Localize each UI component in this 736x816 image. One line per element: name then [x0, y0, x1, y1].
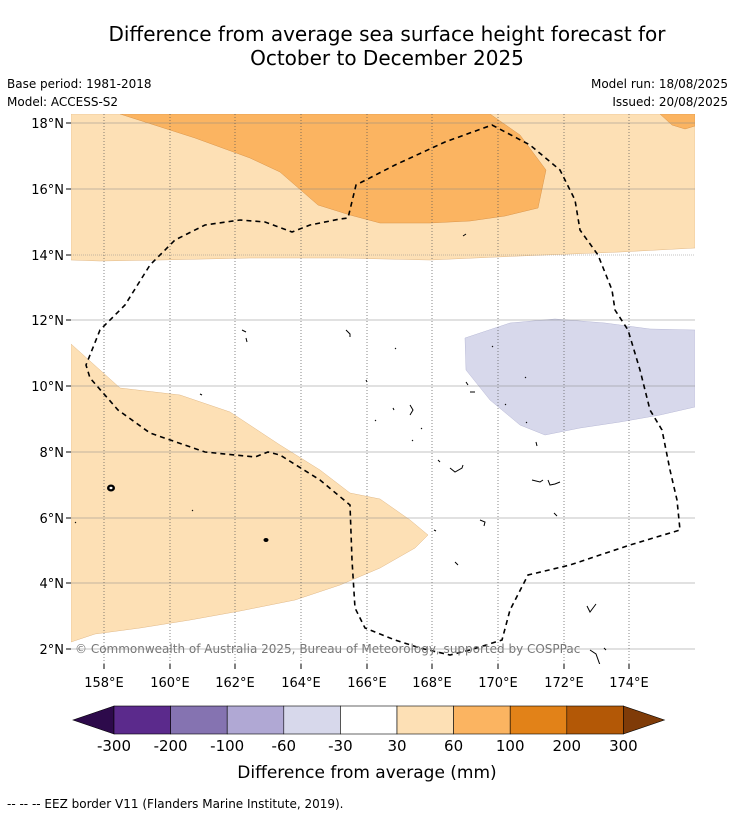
colorbar-tick-label: -60	[272, 737, 297, 755]
colorbar-segment	[340, 705, 398, 735]
colorbar-tick-label: 200	[552, 737, 581, 755]
map-title: Difference from average sea surface heig…	[0, 22, 736, 70]
island	[392, 404, 414, 416]
island	[365, 379, 368, 383]
colorbar-segment	[509, 705, 568, 735]
island	[433, 529, 459, 566]
colorbar-segment	[113, 705, 171, 735]
lat-label-8n: 8°N	[40, 446, 65, 461]
colorbar-tick-label: -100	[210, 737, 244, 755]
colorbar-label: Difference from average (mm)	[237, 763, 496, 783]
model-run: Model run: 18/08/2025	[590, 77, 728, 91]
colorbar-tick-label: 30	[387, 737, 406, 755]
colorbar	[72, 705, 666, 735]
lat-label-16n: 16°N	[31, 183, 64, 198]
island	[462, 233, 507, 406]
colorbar-tick-label: -30	[328, 737, 353, 755]
island	[524, 376, 538, 447]
colorbar-extend-high	[623, 705, 666, 735]
colorbar-ticks: -300 -200 -100 -60 -30 30 60 100 200 300	[97, 737, 638, 755]
island	[199, 393, 203, 396]
island	[191, 509, 194, 512]
eez-border	[85, 124, 681, 656]
model-name: Model: ACCESS-S2	[7, 95, 119, 109]
colorbar-tick-label: 300	[609, 737, 638, 755]
island	[374, 419, 441, 463]
island	[531, 479, 561, 486]
lon-label-162e: 162°E	[215, 676, 255, 691]
title-line-1: Difference from average sea surface heig…	[108, 22, 666, 46]
base-period: Base period: 1981-2018	[7, 77, 152, 91]
eez-footnote: -- -- -- EEZ border V11 (Flanders Marine…	[7, 797, 344, 811]
colorbar-extend-low	[72, 705, 115, 735]
island	[345, 329, 351, 337]
colorbar-segment	[170, 705, 228, 735]
lon-label-166e: 166°E	[347, 676, 387, 691]
axis-ticks	[66, 122, 630, 669]
issued-date: Issued: 20/08/2025	[612, 95, 728, 109]
island	[263, 538, 269, 542]
anomaly-30-60-southwest	[71, 343, 429, 643]
lat-label-14n: 14°N	[31, 249, 64, 264]
colorbar-segment	[453, 705, 511, 735]
lat-label-10n: 10°N	[31, 380, 64, 395]
colorbar-segment	[566, 705, 624, 735]
island	[394, 347, 397, 350]
lat-labels: 18°N 16°N 14°N 12°N 10°N 8°N 6°N 4°N 2°N	[31, 117, 64, 658]
island	[241, 329, 248, 343]
lon-label-170e: 170°E	[478, 676, 518, 691]
colorbar-tick-label: 100	[496, 737, 525, 755]
island	[589, 647, 607, 664]
meta-left: Base period: 1981-2018 Model: ACCESS-S2	[7, 75, 152, 111]
anomaly-neg30-neg60-east	[464, 318, 695, 436]
lat-label-12n: 12°N	[31, 314, 64, 329]
colorbar-segment	[396, 705, 454, 735]
island	[449, 464, 464, 473]
lon-label-164e: 164°E	[281, 676, 321, 691]
title-line-2: October to December 2025	[250, 46, 524, 70]
lon-label-158e: 158°E	[84, 676, 124, 691]
island	[553, 512, 558, 517]
colorbar-tick-label: -200	[154, 737, 188, 755]
lat-label-2n: 2°N	[40, 643, 65, 658]
colorbar-tick-label: 60	[444, 737, 463, 755]
lon-label-174e: 174°E	[609, 676, 649, 691]
colorbar-tick-label: -300	[97, 737, 131, 755]
island	[586, 603, 597, 613]
colorbar-segment	[283, 705, 341, 735]
colorbar-segment	[226, 705, 285, 735]
lat-gridlines	[71, 122, 695, 650]
anomaly-60-100-north	[119, 114, 547, 224]
lon-label-160e: 160°E	[150, 676, 190, 691]
islands	[74, 233, 607, 664]
lat-label-6n: 6°N	[40, 512, 65, 527]
lon-label-168e: 168°E	[412, 676, 452, 691]
copyright-text: © Commonwealth of Australia 2025, Bureau…	[75, 642, 580, 656]
lon-labels: 158°E 160°E 162°E 164°E 166°E 168°E 170°…	[84, 676, 649, 691]
lat-label-4n: 4°N	[40, 577, 65, 592]
island	[479, 519, 486, 527]
meta-right: Model run: 18/08/2025 Issued: 20/08/2025	[591, 75, 728, 111]
map-area: © Commonwealth of Australia 2025, Bureau…	[71, 114, 695, 664]
island	[74, 521, 77, 524]
lon-label-172e: 172°E	[544, 676, 584, 691]
lat-label-18n: 18°N	[31, 117, 64, 132]
